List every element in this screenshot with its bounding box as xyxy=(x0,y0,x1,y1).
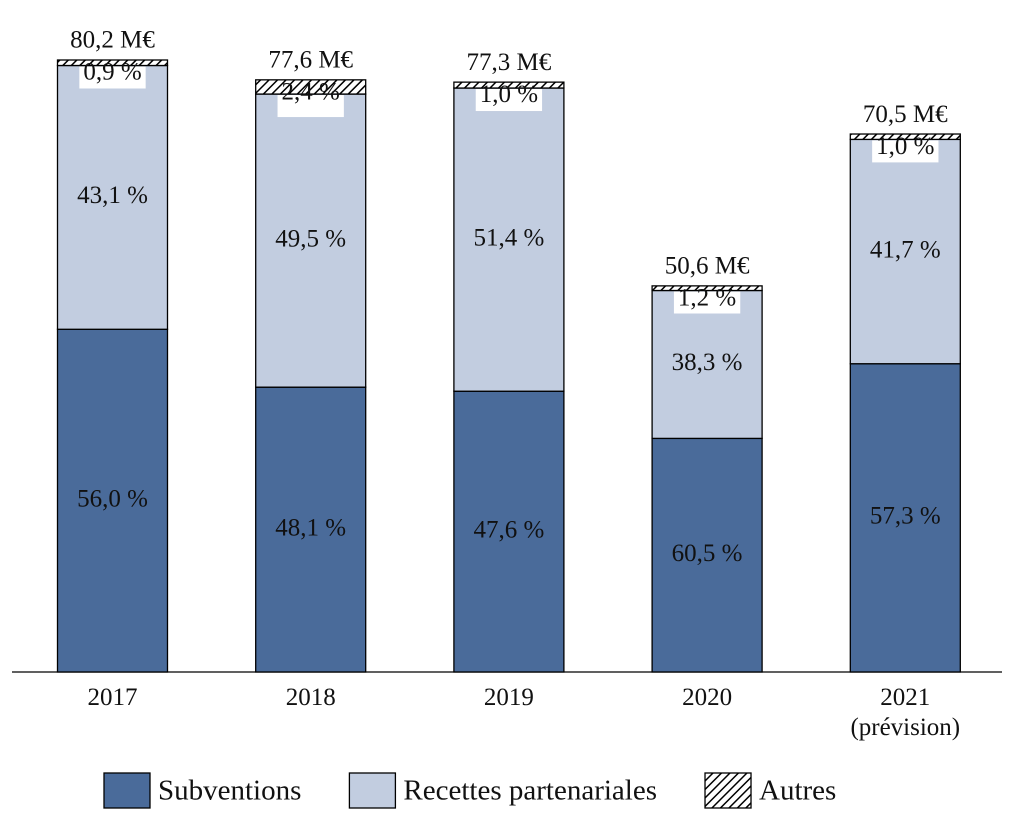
bar-segment xyxy=(255,93,367,388)
bar-segment xyxy=(651,437,763,673)
value-label: 60,5 % xyxy=(672,540,743,567)
value-label: 43,1 % xyxy=(77,182,148,209)
total-label: 80,2 M€ xyxy=(70,27,155,54)
total-label: 70,5 M€ xyxy=(863,101,948,128)
bar-segment xyxy=(651,289,763,440)
bar-segment xyxy=(453,81,565,89)
value-label: 1,0 % xyxy=(876,133,934,160)
legend-label: Subventions xyxy=(158,775,301,807)
value-label: 57,3 % xyxy=(870,503,941,530)
total-label: 77,6 M€ xyxy=(268,47,353,74)
bar-segment xyxy=(56,59,169,67)
bar-segment xyxy=(651,285,763,292)
total-label: 77,3 M€ xyxy=(467,49,552,76)
legend-label: Recettes partenariales xyxy=(403,775,657,807)
x-tick-label: 2020 xyxy=(682,684,733,711)
value-label: 47,6 % xyxy=(473,516,544,543)
bar-segment xyxy=(56,328,169,673)
bar-segment xyxy=(56,64,169,330)
value-label: 49,5 % xyxy=(275,225,346,252)
value-label: 1,0 % xyxy=(480,81,538,108)
legend-swatch xyxy=(103,772,151,809)
bar-segment xyxy=(849,138,961,365)
label-background xyxy=(277,95,344,118)
value-label: 51,4 % xyxy=(473,224,544,251)
bar-segment xyxy=(453,390,565,673)
label-background xyxy=(673,291,741,314)
x-tick-label: 2019 xyxy=(483,684,534,711)
bar-segment xyxy=(849,133,961,141)
legend-swatch xyxy=(348,772,397,809)
value-label: 56,0 % xyxy=(77,485,148,512)
x-tick-label: 2021 (prévision) xyxy=(850,684,961,741)
total-label: 50,6 M€ xyxy=(665,253,750,280)
value-label: 48,1 % xyxy=(275,514,346,541)
value-label: 41,7 % xyxy=(870,236,941,263)
bar-segment xyxy=(849,363,961,673)
label-background xyxy=(79,66,146,89)
legend-label: Autres xyxy=(759,775,836,807)
x-tick-label: 2017 xyxy=(87,684,138,711)
bar-segment xyxy=(453,87,565,392)
bar-segment xyxy=(255,79,367,95)
value-label: 0,9 % xyxy=(83,59,141,86)
legend-swatch xyxy=(704,772,752,809)
label-background xyxy=(475,89,543,112)
value-label: 2,4 % xyxy=(282,79,340,106)
value-label: 38,3 % xyxy=(672,349,743,376)
label-background xyxy=(872,140,939,163)
x-tick-label: 2018 xyxy=(285,684,336,711)
value-label: 1,2 % xyxy=(678,285,736,312)
